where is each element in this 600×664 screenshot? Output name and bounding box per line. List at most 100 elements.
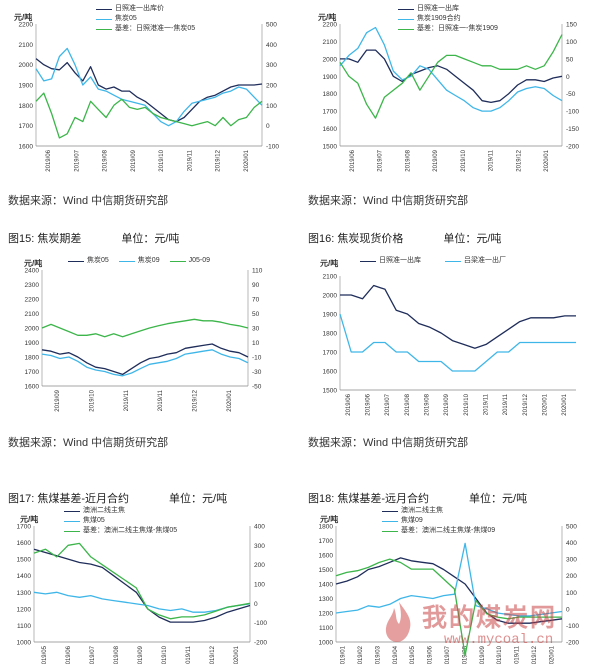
legend-label: 焦炭1909合约	[417, 15, 461, 22]
x-tick-label: 2019/06	[46, 149, 52, 171]
legend-item: 焦炭09	[118, 256, 160, 266]
y-tick-label: 1600	[19, 144, 34, 151]
y-tick-label: 1700	[19, 123, 34, 130]
x-tick-label: 2019/06	[346, 393, 352, 415]
x-tick-label: 2020/01	[544, 149, 550, 171]
y-tick-label: 2400	[25, 268, 40, 275]
data-source-note: 数据来源：Wind 中信期货研究部	[8, 195, 169, 207]
y2-tick-label: -200	[254, 640, 267, 647]
y2-tick-label: 50	[252, 311, 260, 318]
y-tick-label: 1700	[319, 538, 334, 545]
y2-tick-label: -30	[252, 369, 262, 376]
legend-item: 日照准一出库价	[96, 4, 195, 14]
chart-6: 元/吨 1000 1100 1200 1300 1400 1500 1600 1700 1800…	[300, 506, 600, 664]
chart-2: 元/吨 1500 1600 1700 1800 1900 2000 2100 2200 -200…	[300, 0, 600, 190]
x-tick-label: 2019/06	[66, 645, 72, 664]
x-tick-label: 2020/01	[562, 393, 568, 415]
y2-tick-label: 30	[252, 326, 260, 333]
x-tick-label: 2019/05	[42, 645, 48, 664]
legend-item: 澳洲二线主焦	[64, 506, 177, 516]
legend-label: 基差：日照港准一-焦炭05	[115, 25, 196, 32]
x-tick-label: 2019/06	[428, 645, 434, 664]
y-tick-label: 2100	[323, 39, 338, 46]
legend-label: J05-09	[188, 257, 210, 264]
chart-1-plot: 1600 1700 1800 1900 2000 2100 2200 -100 0 100 200 3…	[19, 22, 280, 172]
x-tick-label: 2019/08	[114, 645, 120, 664]
flame-logo-icon	[385, 602, 411, 642]
figure-caption: 图16: 焦炭现货价格 单位：元/吨	[308, 230, 501, 246]
figure-caption: 图18: 焦煤基差-远月合约 单位：元/吨	[308, 490, 527, 506]
x-tick-label: 2019/10	[159, 149, 165, 171]
y-tick-label: 1200	[319, 611, 334, 618]
x-tick-label: 2019/06	[366, 393, 372, 415]
legend-item: 日照准一出库	[360, 256, 421, 266]
chart-3-plot: 1600 1700 1800 1900 2000 2100 2200 2300 2400 -50 -…	[25, 268, 263, 412]
x-tick-label: 2019/05	[410, 645, 416, 664]
x-tick-label: 2019/08	[405, 149, 411, 171]
x-tick-label: 2019/11	[186, 645, 192, 664]
legend-item: 日照准一出库	[398, 4, 498, 14]
legend-label: 焦炭05	[87, 257, 109, 264]
y2-tick-label: -100	[566, 109, 579, 116]
caption-unit: 单位：元/吨	[121, 233, 180, 245]
chart-6-legend: 澳洲二线主焦 焦煤09 基差：澳洲二线主焦煤-焦煤09	[382, 506, 495, 536]
chart-1: 元/吨 1600 1700 1800 1900 2000 2100 2200 -100 0 100…	[0, 0, 300, 190]
y2-tick-label: 100	[266, 103, 277, 110]
x-tick-label: 2019/08	[103, 149, 109, 171]
x-tick-label: 2019/07	[90, 645, 96, 664]
x-tick-label: 2019/11	[515, 645, 521, 664]
y-tick-label: 1700	[323, 350, 338, 357]
series-line	[41, 343, 249, 376]
series-line	[33, 591, 251, 613]
x-tick-label: 2019/07	[385, 393, 391, 415]
x-tick-label: 2019/03	[375, 645, 381, 664]
legend-item: 焦炭05	[68, 256, 109, 266]
x-tick-label: 2019/02	[358, 645, 364, 664]
y-tick-label: 1500	[323, 144, 338, 151]
x-tick-label: 2019/11	[484, 393, 490, 415]
y-unit-label: 元/吨	[318, 13, 337, 22]
y-unit-label: 元/吨	[320, 515, 339, 524]
legend-item: 基差：日照准一-焦炭1909	[398, 24, 498, 34]
series-line	[35, 92, 263, 139]
chart-3-legend: 焦炭05 焦炭09 J05-09	[68, 256, 210, 266]
x-tick-label: 2019/11	[489, 149, 495, 171]
x-tick-label: 2020/01	[227, 389, 233, 411]
series-line	[335, 542, 563, 617]
y-tick-label: 1800	[319, 524, 334, 531]
y-tick-label: 2200	[323, 22, 338, 29]
x-tick-label: 2019/09	[131, 149, 137, 171]
y2-tick-label: -10	[252, 355, 262, 362]
y2-tick-label: 300	[254, 543, 265, 550]
legend-item: 基差：日照港准一-焦炭05	[96, 24, 195, 34]
y-unit-label: 元/吨	[320, 259, 339, 268]
y-tick-label: 1900	[323, 74, 338, 81]
x-tick-label: 2019/11	[158, 389, 164, 411]
y-tick-label: 1500	[323, 388, 338, 395]
y2-tick-label: 110	[252, 268, 263, 275]
x-tick-label: 2019/01	[341, 645, 347, 664]
x-tick-label: 2019/07	[445, 645, 451, 664]
y-tick-label: 1900	[19, 83, 34, 90]
legend-label: 焦煤09	[401, 517, 423, 524]
series-line	[335, 558, 562, 656]
legend-item: 基差：澳洲二线主焦煤-焦煤09	[382, 526, 495, 536]
y2-tick-label: -150	[566, 126, 579, 133]
x-tick-label: 2019/09	[480, 645, 486, 664]
legend-item: 基差：澳洲二线主焦煤-焦煤05	[64, 526, 177, 536]
y-unit-label: 元/吨	[24, 259, 43, 268]
legend-item: 焦炭1909合约	[398, 14, 498, 24]
y2-tick-label: -100	[254, 620, 267, 627]
y2-tick-label: -100	[566, 623, 579, 630]
y-tick-label: 1700	[25, 369, 40, 376]
y2-tick-label: 100	[566, 39, 577, 46]
x-tick-label: 2019/06	[350, 149, 356, 171]
y2-tick-label: 400	[566, 540, 577, 547]
y2-tick-label: 0	[254, 601, 258, 608]
legend-label: 焦煤05	[83, 517, 105, 524]
x-tick-label: 2019/10	[464, 393, 470, 415]
x-tick-label: 2020/01	[244, 149, 250, 171]
y-tick-label: 1900	[323, 312, 338, 319]
y-unit-label: 元/吨	[20, 515, 39, 524]
y2-tick-label: -50	[252, 384, 262, 391]
